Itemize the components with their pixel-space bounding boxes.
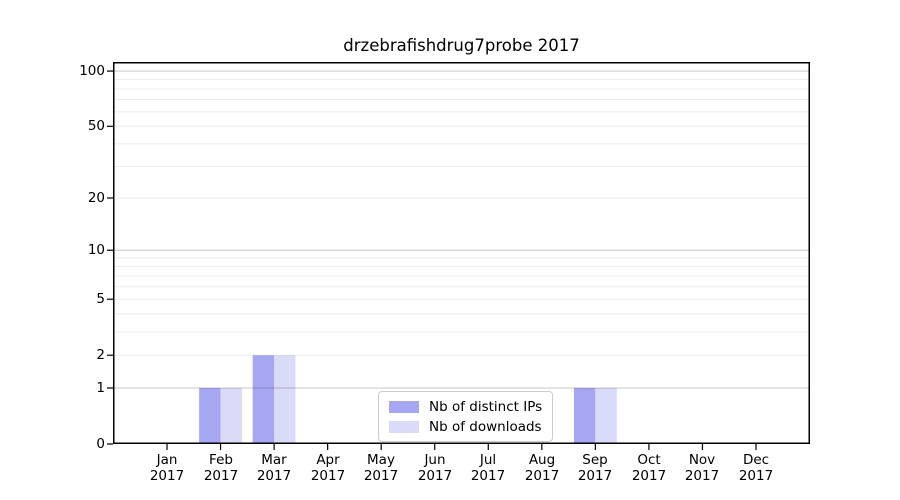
y-tick-label: 100: [79, 63, 105, 79]
x-tick-label: Nov 2017: [684, 452, 720, 484]
y-tick-label: 10: [87, 242, 105, 258]
y-tick-label: 2: [96, 347, 105, 363]
bar-distinct-ips: [573, 387, 596, 444]
x-tick-label: Apr 2017: [310, 452, 346, 484]
y-tick-label: 20: [87, 190, 105, 206]
x-tick-label: Oct 2017: [631, 452, 667, 484]
legend: Nb of distinct IPs Nb of downloads: [378, 391, 554, 442]
x-tick-label: May 2017: [363, 452, 399, 484]
x-tick-label: Aug 2017: [524, 452, 560, 484]
x-tick-label: Jul 2017: [470, 452, 506, 484]
x-tick-label: Jan 2017: [149, 452, 185, 484]
y-tick-label: 50: [87, 118, 105, 134]
plot-area: [107, 62, 810, 450]
legend-swatch-downloads: [389, 420, 419, 433]
bar-distinct-ips: [199, 387, 221, 444]
x-tick-label: Dec 2017: [738, 452, 774, 484]
bar-downloads: [595, 387, 617, 444]
bar-distinct-ips: [252, 355, 275, 444]
axes-spines: [113, 62, 810, 444]
bar-downloads: [220, 387, 242, 444]
x-tick-label: Feb 2017: [203, 452, 239, 484]
chart-title: drzebrafishdrug7probe 2017: [343, 36, 580, 55]
legend-item-downloads: Nb of downloads: [389, 418, 542, 435]
x-tick-label: Sep 2017: [577, 452, 613, 484]
legend-label-distinct-ips: Nb of distinct IPs: [429, 398, 543, 415]
bar-downloads: [274, 355, 296, 444]
legend-item-distinct-ips: Nb of distinct IPs: [389, 398, 542, 415]
y-tick-label: 0: [96, 436, 105, 452]
y-tick-label: 5: [96, 291, 105, 307]
x-tick-label: Jun 2017: [417, 452, 453, 484]
y-tick-label: 1: [96, 380, 105, 396]
x-tick-label: Mar 2017: [256, 452, 292, 484]
legend-label-downloads: Nb of downloads: [429, 418, 542, 435]
legend-swatch-distinct-ips: [389, 400, 419, 413]
